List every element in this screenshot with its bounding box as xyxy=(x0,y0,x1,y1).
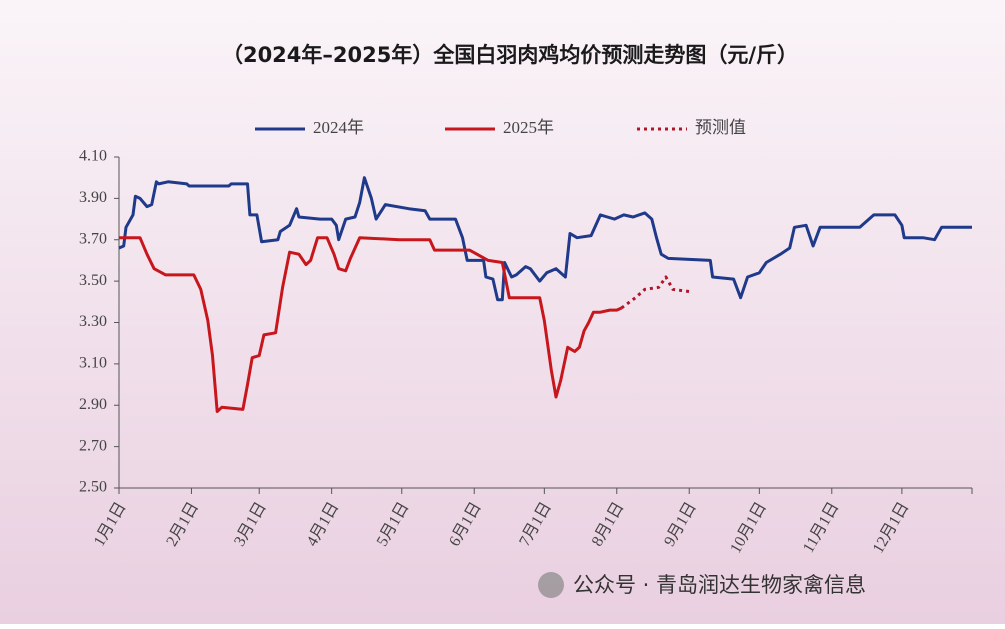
y-tick-label: 2.50 xyxy=(79,479,107,496)
watermark-text: 公众号 · 青岛润达生物家禽信息 xyxy=(573,573,866,597)
legend-label: 预测值 xyxy=(695,118,746,137)
series-line xyxy=(620,275,690,310)
y-tick-label: 3.70 xyxy=(79,230,107,247)
y-tick-label: 3.90 xyxy=(79,189,107,206)
y-tick-label: 3.50 xyxy=(79,272,107,289)
y-tick-label: 3.10 xyxy=(79,355,107,372)
series-line xyxy=(118,176,972,302)
legend-label: 2025年 xyxy=(503,118,554,137)
y-tick-label: 2.70 xyxy=(79,437,107,454)
series-line xyxy=(119,236,623,413)
chart-title: （2024年–2025年）全国白羽肉鸡均价预测走势图（元/斤） xyxy=(222,43,798,67)
y-tick-label: 4.10 xyxy=(79,148,107,165)
watermark: 公众号 · 青岛润达生物家禽信息 xyxy=(538,572,866,598)
watermark-icon xyxy=(538,572,564,598)
y-tick-label: 3.30 xyxy=(79,313,107,330)
legend-label: 2024年 xyxy=(313,118,364,137)
y-tick-label: 2.90 xyxy=(79,396,107,413)
